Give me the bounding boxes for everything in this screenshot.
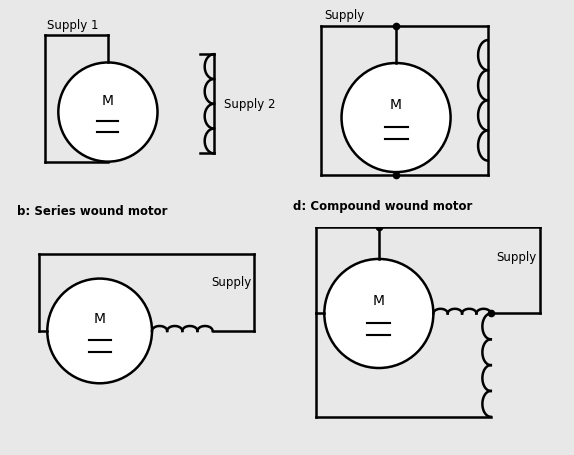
Text: M: M [102, 93, 114, 107]
Text: Supply: Supply [324, 10, 364, 22]
Circle shape [342, 64, 451, 173]
Text: Supply: Supply [211, 275, 251, 288]
Circle shape [59, 63, 157, 162]
Text: M: M [373, 293, 385, 307]
Circle shape [47, 279, 152, 384]
Text: b: Series wound motor: b: Series wound motor [17, 205, 168, 217]
Text: Supply 1: Supply 1 [47, 19, 99, 32]
Text: Supply: Supply [497, 250, 537, 263]
Text: M: M [94, 311, 106, 325]
Circle shape [324, 259, 433, 368]
Text: M: M [390, 98, 402, 111]
Text: Supply 2: Supply 2 [224, 98, 275, 111]
Text: d: Compound wound motor: d: Compound wound motor [293, 199, 472, 212]
